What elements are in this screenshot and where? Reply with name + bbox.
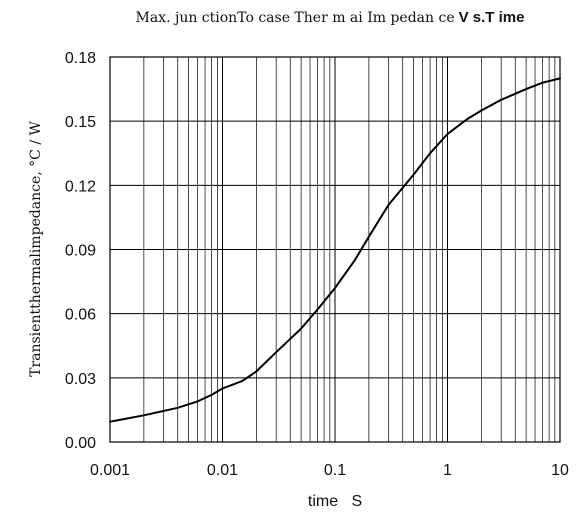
x-tick-label: 0.01 [207,462,238,479]
grid [109,56,560,443]
y-tick-label: 0.12 [65,178,96,195]
x-tick-labels: 0.001 0.01 0.1 1 10 [90,462,569,479]
chart-title-part1: Max. jun ctionTo case Ther m ai Im pedan… [136,10,455,26]
impedance-curve [109,77,561,423]
x-tick-label: 0.1 [324,462,346,479]
y-tick-label: 0.06 [65,307,96,324]
x-tick-label: 10 [551,462,569,479]
x-tick-label: 0.001 [90,462,130,479]
plot-frame [109,56,561,443]
y-tick-label: 0.09 [65,243,96,260]
x-tick-label: 1 [443,462,452,479]
y-tick-label: 0.00 [65,435,96,452]
chart-title: Max. jun ctionTo case Ther m ai Im pedan… [136,9,525,26]
y-axis-label: Transientthermalimpedance, °C / W [28,121,44,377]
x-axis-label: time S [308,493,362,510]
y-tick-labels: 0.00 0.03 0.06 0.09 0.12 0.15 0.18 [65,50,96,452]
y-tick-label: 0.18 [65,50,96,67]
y-tick-label: 0.15 [65,114,96,131]
y-tick-label: 0.03 [65,371,96,388]
chart-title-part2: V s.T ime [459,9,525,26]
